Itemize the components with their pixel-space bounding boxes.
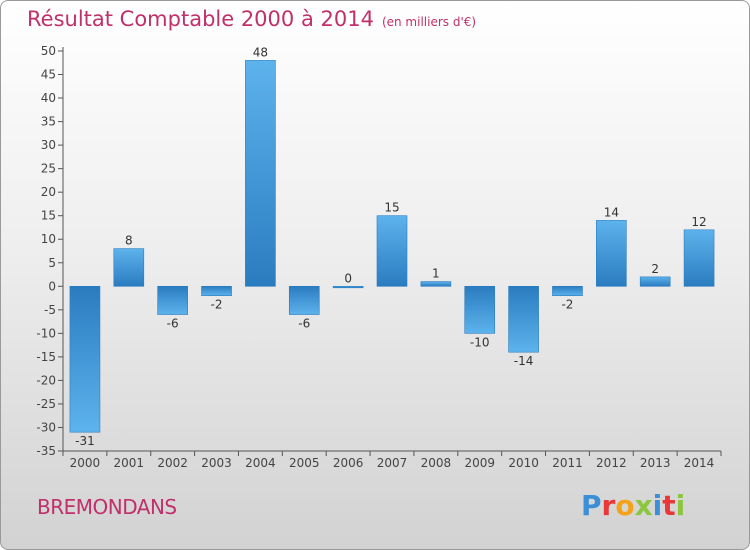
x-tick-label: 2003 [201, 456, 232, 470]
bar-2001 [113, 248, 145, 287]
y-tick-label: 40 [41, 91, 56, 105]
logo-letter: i [652, 489, 663, 522]
bar-2013 [639, 276, 671, 287]
y-tick-label: 45 [41, 68, 56, 82]
data-label-2004: 48 [253, 45, 268, 59]
data-label-2014: 12 [691, 215, 706, 229]
data-label-2008: 1 [432, 267, 440, 281]
proxiti-logo: Proxiti [581, 489, 685, 522]
y-tick-label: 50 [41, 44, 56, 58]
x-tick-label: 2009 [464, 456, 495, 470]
y-tick-label: 25 [41, 162, 56, 176]
logo-letter: r [601, 489, 616, 522]
bar-2014 [683, 229, 715, 287]
data-label-2012: 14 [604, 205, 619, 219]
y-tick-label: 10 [41, 232, 56, 246]
y-tick-label: -35 [36, 444, 56, 458]
bar-2005 [288, 285, 320, 315]
chart-title-unit: (en milliers d'€) [381, 15, 477, 29]
y-tick-label: -15 [36, 350, 56, 364]
bar-2008 [420, 281, 452, 287]
data-label-2009: -10 [470, 335, 490, 349]
x-tick-label: 2014 [684, 456, 715, 470]
y-tick-label: -10 [36, 326, 56, 340]
data-label-2010: -14 [514, 354, 534, 368]
x-tick-label: 2008 [421, 456, 452, 470]
x-tick-label: 2013 [640, 456, 671, 470]
y-tick-label: 15 [41, 209, 56, 223]
chart-title: Résultat Comptable 2000 à 2014 (en millie… [27, 7, 476, 31]
bar-2007 [376, 215, 408, 287]
x-tick-label: 2006 [333, 456, 364, 470]
logo-letter: o [615, 489, 635, 522]
bar-2009 [464, 285, 496, 334]
y-tick-label: -25 [36, 397, 56, 411]
x-tick-label: 2002 [157, 456, 188, 470]
bar-2006 [332, 285, 364, 289]
x-tick-label: 2004 [245, 456, 276, 470]
data-label-2001: 8 [125, 234, 133, 248]
data-label-2006: 0 [344, 271, 352, 285]
logo-letter: x [634, 489, 653, 522]
data-label-2011: -2 [561, 298, 573, 312]
bar-2003 [201, 285, 232, 297]
commune-name: BREMONDANS [37, 495, 177, 519]
y-tick-label: -20 [36, 373, 56, 387]
y-tick-label: 30 [41, 138, 56, 152]
logo-letter: t [662, 489, 676, 522]
data-label-2013: 2 [651, 262, 659, 276]
data-label-2002: -6 [167, 317, 179, 331]
logo-letter: i [675, 489, 686, 522]
chart-title-main: Résultat Comptable 2000 à 2014 [27, 7, 374, 31]
data-label-2005: -6 [298, 317, 310, 331]
bar-2002 [157, 285, 188, 315]
x-tick-label: 2012 [596, 456, 627, 470]
x-tick-label: 2007 [377, 456, 408, 470]
bar-2011 [552, 285, 583, 297]
y-tick-label: 5 [48, 256, 56, 270]
bar-2012 [596, 220, 627, 287]
x-tick-label: 2011 [552, 456, 583, 470]
bar-2004 [245, 60, 276, 287]
y-tick-label: 20 [41, 185, 56, 199]
x-tick-label: 2010 [508, 456, 539, 470]
bar-2000 [69, 285, 101, 433]
x-tick-label: 2005 [289, 456, 320, 470]
y-tick-label: 35 [41, 115, 56, 129]
logo-letter: P [581, 489, 602, 522]
bar-2010 [508, 285, 539, 353]
y-tick-label: 0 [48, 279, 56, 293]
data-label-2007: 15 [384, 201, 399, 215]
x-tick-label: 2000 [70, 456, 101, 470]
data-label-2000: -31 [75, 434, 95, 448]
y-tick-label: -30 [36, 420, 56, 434]
x-tick-label: 2001 [114, 456, 145, 470]
y-tick-label: -5 [44, 303, 56, 317]
data-label-2003: -2 [211, 298, 223, 312]
